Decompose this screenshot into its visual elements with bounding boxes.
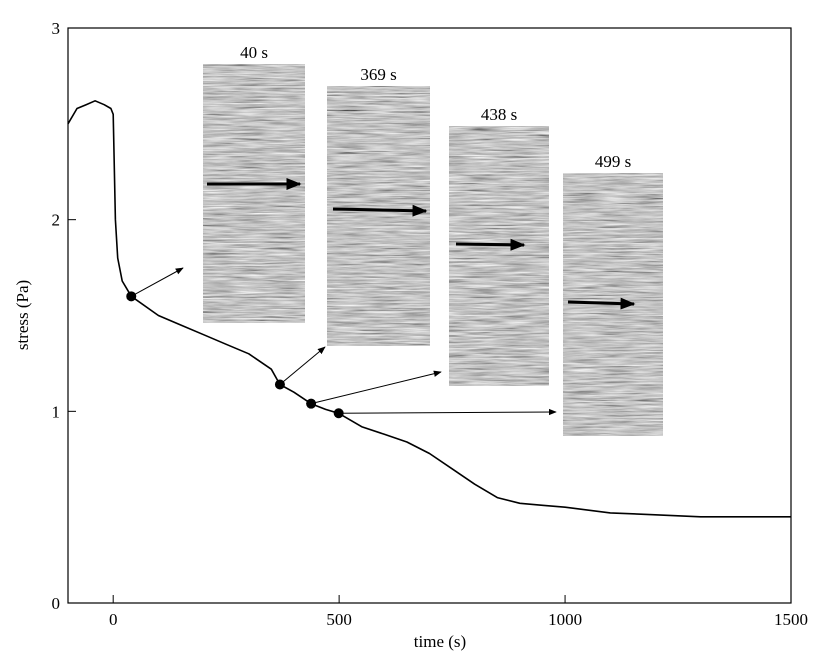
- marker: [333, 408, 344, 419]
- marker: [306, 398, 317, 409]
- inset-arrow: [567, 297, 636, 310]
- y-axis-label: stress (Pa): [13, 280, 32, 350]
- y-tick-label: 3: [52, 19, 61, 38]
- y-tick-label: 0: [52, 594, 61, 613]
- data-line: [67, 100, 791, 518]
- pointer-arrow: [131, 267, 184, 297]
- inset-label: 438 s: [481, 105, 517, 124]
- pointer-arrow: [279, 346, 326, 385]
- x-tick-label: 1000: [548, 610, 582, 629]
- x-tick-label: 0: [109, 610, 118, 629]
- inset-label: 369 s: [360, 65, 396, 84]
- pointer-arrow: [310, 370, 442, 405]
- x-tick-label: 1500: [774, 610, 808, 629]
- inset-label: 499 s: [595, 152, 631, 171]
- inset-label: 40 s: [240, 43, 268, 62]
- marker: [126, 291, 137, 302]
- inset-image: [327, 86, 430, 346]
- x-tick-label: 500: [326, 610, 352, 629]
- y-tick-label: 2: [52, 211, 61, 230]
- inset-arrow: [332, 204, 428, 217]
- inset-arrow: [455, 238, 526, 251]
- marker: [274, 379, 285, 390]
- inset-image: [449, 126, 549, 386]
- x-axis-label: time (s): [414, 632, 466, 651]
- plot-frame: [67, 27, 792, 604]
- y-tick-label: 1: [52, 402, 61, 421]
- inset-image: [203, 64, 305, 323]
- pointer-arrow: [338, 408, 557, 416]
